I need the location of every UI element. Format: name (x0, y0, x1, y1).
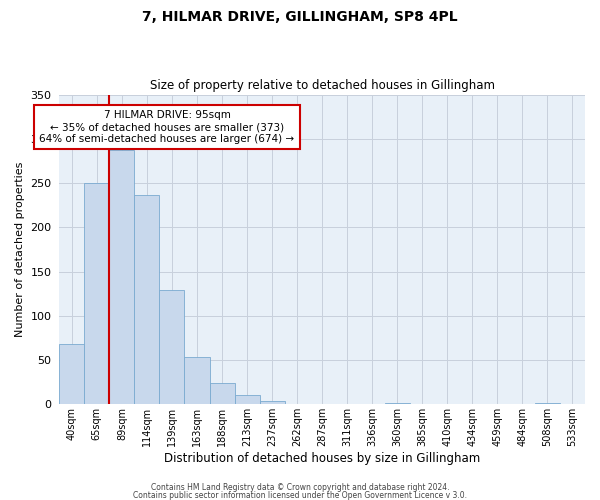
Text: Contains public sector information licensed under the Open Government Licence v : Contains public sector information licen… (133, 491, 467, 500)
Bar (535, 402, 560, 404)
Text: 7, HILMAR DRIVE, GILLINGHAM, SP8 4PL: 7, HILMAR DRIVE, GILLINGHAM, SP8 4PL (142, 10, 458, 24)
Bar (184, 358, 209, 405)
Bar (134, 196, 160, 404)
Bar (85, 183, 109, 404)
Title: Size of property relative to detached houses in Gillingham: Size of property relative to detached ho… (149, 79, 494, 92)
Bar (160, 290, 184, 405)
Text: Contains HM Land Registry data © Crown copyright and database right 2024.: Contains HM Land Registry data © Crown c… (151, 484, 449, 492)
Bar (109, 150, 134, 404)
Bar (59, 344, 85, 405)
Bar (235, 396, 260, 404)
Bar (260, 401, 284, 404)
Y-axis label: Number of detached properties: Number of detached properties (15, 162, 25, 337)
X-axis label: Distribution of detached houses by size in Gillingham: Distribution of detached houses by size … (164, 452, 480, 465)
Text: 7 HILMAR DRIVE: 95sqm
← 35% of detached houses are smaller (373)
64% of semi-det: 7 HILMAR DRIVE: 95sqm ← 35% of detached … (40, 110, 295, 144)
Bar (209, 383, 235, 404)
